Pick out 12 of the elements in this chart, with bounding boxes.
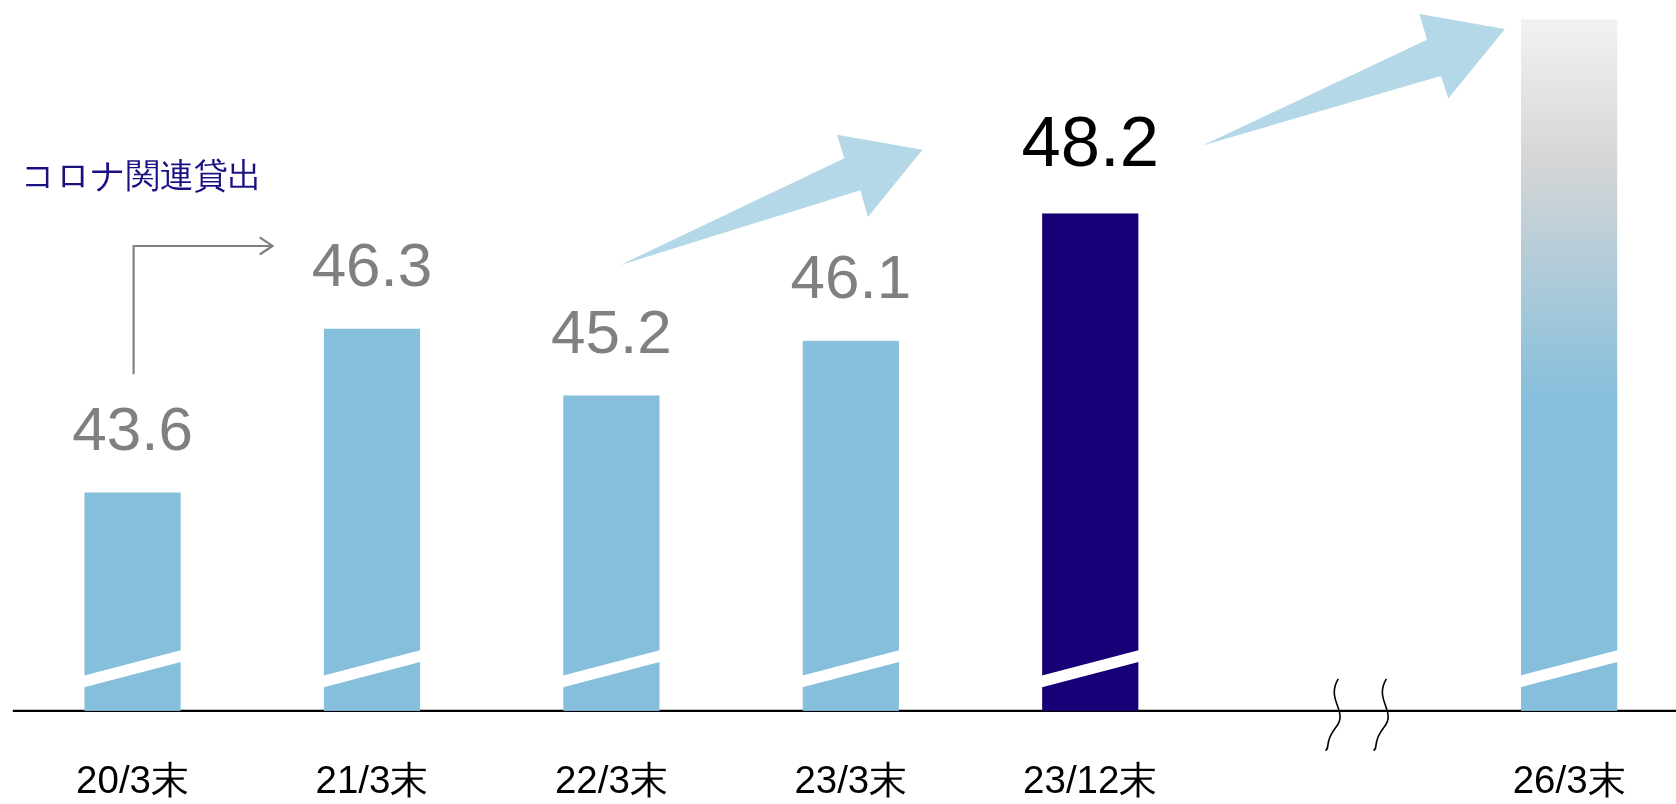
x-tick-label: 20/3末 [76, 758, 189, 802]
x-tick-label: 22/3末 [554, 758, 668, 802]
annotation: コロナ関連貸出 [21, 156, 263, 195]
x-tick-label: 26/3末 [1512, 758, 1626, 802]
data-label: 46.1 [790, 242, 912, 312]
data-label: 46.3 [311, 229, 433, 299]
data-label: 43.6 [72, 393, 193, 463]
data-label: 48.2 [1021, 102, 1159, 182]
x-tick-label: 23/3末 [794, 758, 908, 802]
data-label: 45.2 [551, 296, 672, 366]
x-tick-label: 23/12末 [1023, 758, 1158, 802]
x-tick-label: 21/3末 [315, 758, 429, 802]
